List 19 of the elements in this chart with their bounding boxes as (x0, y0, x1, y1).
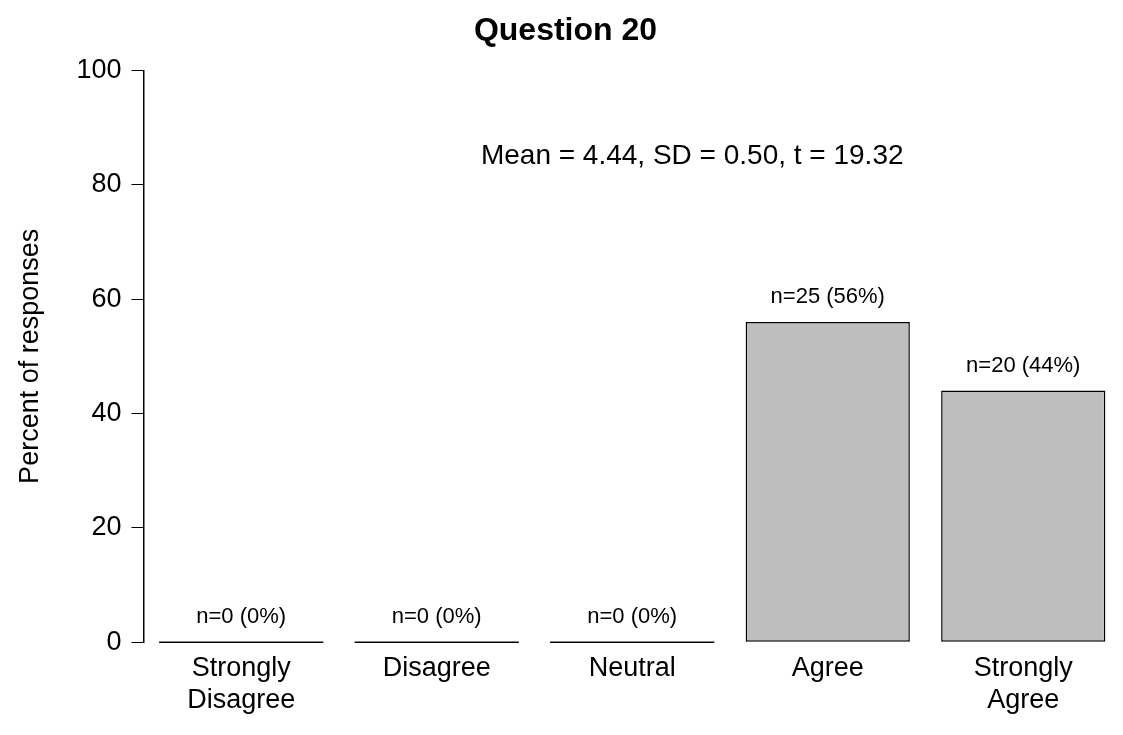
annotation: Mean = 4.44, SD = 0.50, t = 19.32 (480, 138, 904, 170)
data-label: n=25 (56%) (770, 283, 885, 309)
x-tick-label: Strongly Agree (973, 651, 1074, 715)
y-tick-label: 100 (76, 53, 122, 84)
data-label: n=20 (44%) (966, 351, 1081, 377)
data-label: n=0 (0%) (391, 603, 482, 629)
x-tick-label: Agree (791, 651, 864, 682)
x-tick-label: Disagree (382, 651, 491, 682)
y-axis-title: Percent of responses (13, 228, 44, 484)
y-tick-label: 0 (106, 625, 122, 656)
y-tick-label: 40 (91, 396, 122, 427)
data-label: n=0 (0%) (196, 603, 287, 629)
y-tick-label: 60 (91, 282, 122, 313)
chart-title: Question 20 (473, 11, 658, 48)
x-tick-label: Neutral (588, 651, 676, 682)
y-tick-label: 80 (91, 168, 122, 199)
y-tick-label: 20 (91, 511, 122, 542)
data-label: n=0 (0%) (587, 603, 678, 629)
x-tick-label: Strongly Disagree (187, 651, 296, 715)
